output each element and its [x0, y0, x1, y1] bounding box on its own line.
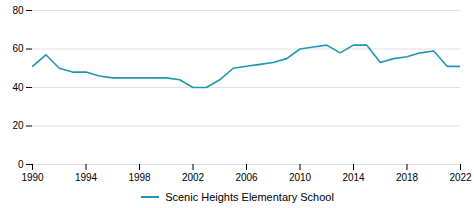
svg-text:0: 0	[18, 159, 24, 170]
svg-text:1990: 1990	[21, 172, 44, 183]
svg-text:60: 60	[12, 43, 24, 54]
svg-text:1998: 1998	[128, 172, 151, 183]
svg-text:2002: 2002	[182, 172, 205, 183]
svg-text:20: 20	[12, 120, 24, 131]
svg-text:2014: 2014	[342, 172, 365, 183]
svg-text:80: 80	[12, 5, 24, 16]
svg-text:1994: 1994	[75, 172, 98, 183]
svg-text:2006: 2006	[235, 172, 258, 183]
svg-text:2010: 2010	[289, 172, 312, 183]
html-text:Scenic Heights Elementary Scho: Scenic Heights Elementary School	[165, 191, 334, 203]
svg-text:2022: 2022	[449, 172, 472, 183]
svg-text:2018: 2018	[396, 172, 419, 183]
svg-text:40: 40	[12, 82, 24, 93]
